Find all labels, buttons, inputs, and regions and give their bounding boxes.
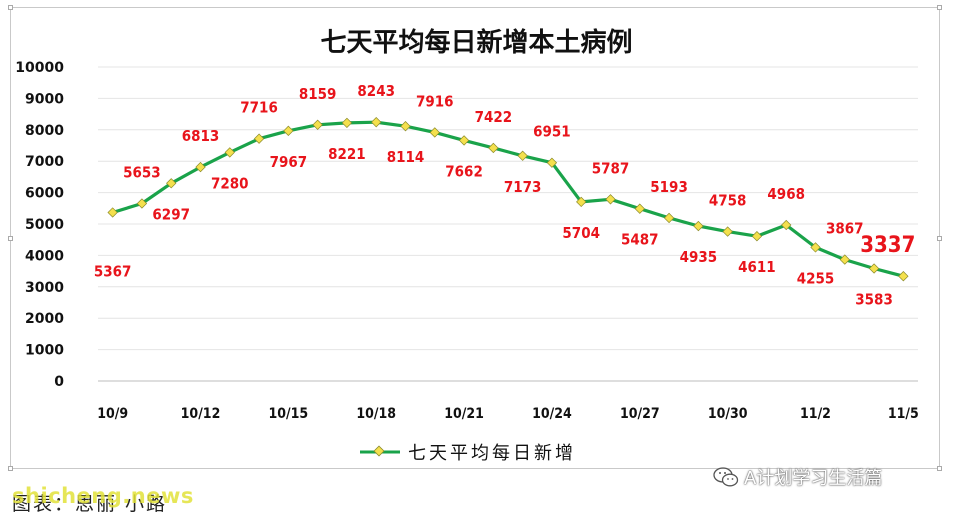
x-tick-label: 10/21 xyxy=(444,406,484,422)
data-point xyxy=(546,157,558,168)
figure-caption: 图表：思丽 小路 xyxy=(12,493,168,515)
data-point xyxy=(429,127,440,138)
data-point xyxy=(751,231,763,242)
data-label: 5787 xyxy=(592,159,630,177)
data-label: 8243 xyxy=(357,82,395,100)
x-tick-label: 10/12 xyxy=(181,406,221,422)
resize-handle-top-right[interactable] xyxy=(937,5,942,10)
data-point xyxy=(722,226,733,237)
y-tick-label: 8000 xyxy=(25,123,64,139)
y-tick-label: 4000 xyxy=(25,248,64,264)
data-label: 7916 xyxy=(416,92,454,110)
x-tick-label: 10/15 xyxy=(269,406,309,422)
data-point xyxy=(253,133,265,144)
data-point xyxy=(488,142,499,154)
legend-label: 七天平均每日新增 xyxy=(408,443,576,464)
legend-line-swatch xyxy=(360,445,400,457)
data-point xyxy=(224,147,235,158)
data-point xyxy=(517,150,528,161)
data-label: 4611 xyxy=(738,258,776,276)
data-label: 4255 xyxy=(797,269,835,287)
data-label: 7422 xyxy=(475,108,513,126)
data-label: 6813 xyxy=(182,127,220,145)
data-label: 5367 xyxy=(94,262,132,280)
data-label: 7716 xyxy=(240,99,278,117)
wechat-icon xyxy=(713,467,739,487)
data-label: 5704 xyxy=(562,224,600,242)
data-point xyxy=(400,121,411,132)
x-tick-label: 11/5 xyxy=(888,406,919,422)
chart-frame xyxy=(8,5,942,471)
series-line xyxy=(112,120,904,278)
data-point xyxy=(195,161,206,173)
resize-handle-left[interactable] xyxy=(8,236,13,241)
data-label: 8159 xyxy=(299,85,337,103)
data-point xyxy=(605,194,616,205)
data-label: 3583 xyxy=(855,290,893,308)
x-tick-label: 10/18 xyxy=(356,406,396,422)
data-label: 6297 xyxy=(152,205,190,223)
y-tick-label: 10000 xyxy=(15,60,64,76)
data-label: 8221 xyxy=(328,145,366,163)
data-point xyxy=(341,117,353,129)
data-point xyxy=(283,125,294,136)
data-label: 4758 xyxy=(709,192,747,210)
data-point xyxy=(458,135,470,146)
account-watermark: A计划学习生活篇 xyxy=(712,462,882,492)
data-point xyxy=(136,198,148,209)
y-tick-label: 0 xyxy=(54,374,64,390)
data-point xyxy=(868,263,880,274)
data-point xyxy=(312,119,323,130)
y-tick-label: 7000 xyxy=(25,154,64,170)
y-tick-label: 2000 xyxy=(25,311,64,327)
data-label: 7967 xyxy=(270,153,308,171)
data-point xyxy=(576,196,587,208)
x-tick-label: 10/27 xyxy=(620,406,660,422)
site-watermark: shicheng.news xyxy=(12,484,194,508)
data-label: 7662 xyxy=(445,162,483,180)
data-label: 4935 xyxy=(680,248,718,266)
data-label: 3867 xyxy=(826,220,864,238)
x-tick-label: 10/24 xyxy=(532,406,572,422)
y-tick-label: 9000 xyxy=(25,91,64,107)
data-label: 5653 xyxy=(123,163,161,181)
y-tick-label: 6000 xyxy=(25,186,64,202)
data-label: 5193 xyxy=(650,178,688,196)
y-tick-label: 1000 xyxy=(25,343,64,359)
x-tick-label: 10/30 xyxy=(708,406,748,422)
data-point xyxy=(810,242,821,253)
account-name: A计划学习生活篇 xyxy=(744,468,883,489)
resize-handle-right[interactable] xyxy=(937,236,942,241)
y-tick-label: 3000 xyxy=(25,280,64,296)
data-point xyxy=(166,178,177,189)
data-label: 8114 xyxy=(387,148,425,166)
chart-title: 七天平均每日新增本土病例 xyxy=(320,28,633,58)
data-point xyxy=(107,207,118,218)
data-point xyxy=(781,219,792,231)
data-label: 3337 xyxy=(860,233,915,258)
data-point xyxy=(663,212,675,224)
resize-handle-top-left[interactable] xyxy=(8,5,13,10)
data-label: 7280 xyxy=(211,174,249,192)
data-label: 7173 xyxy=(504,178,542,196)
y-tick-label: 5000 xyxy=(25,217,64,233)
data-point xyxy=(839,254,850,265)
data-label: 4968 xyxy=(767,185,805,203)
x-tick-label: 10/9 xyxy=(97,406,128,422)
data-point xyxy=(634,203,645,214)
data-point xyxy=(693,220,704,232)
resize-handle-bottom-right[interactable] xyxy=(937,466,942,471)
resize-handle-bottom-left[interactable] xyxy=(8,466,13,471)
data-point xyxy=(898,271,909,282)
data-point xyxy=(371,117,382,128)
data-label: 6951 xyxy=(533,123,571,141)
x-tick-label: 11/2 xyxy=(800,406,831,422)
chart-legend: 七天平均每日新增 xyxy=(360,441,576,464)
data-label: 5487 xyxy=(621,231,659,249)
